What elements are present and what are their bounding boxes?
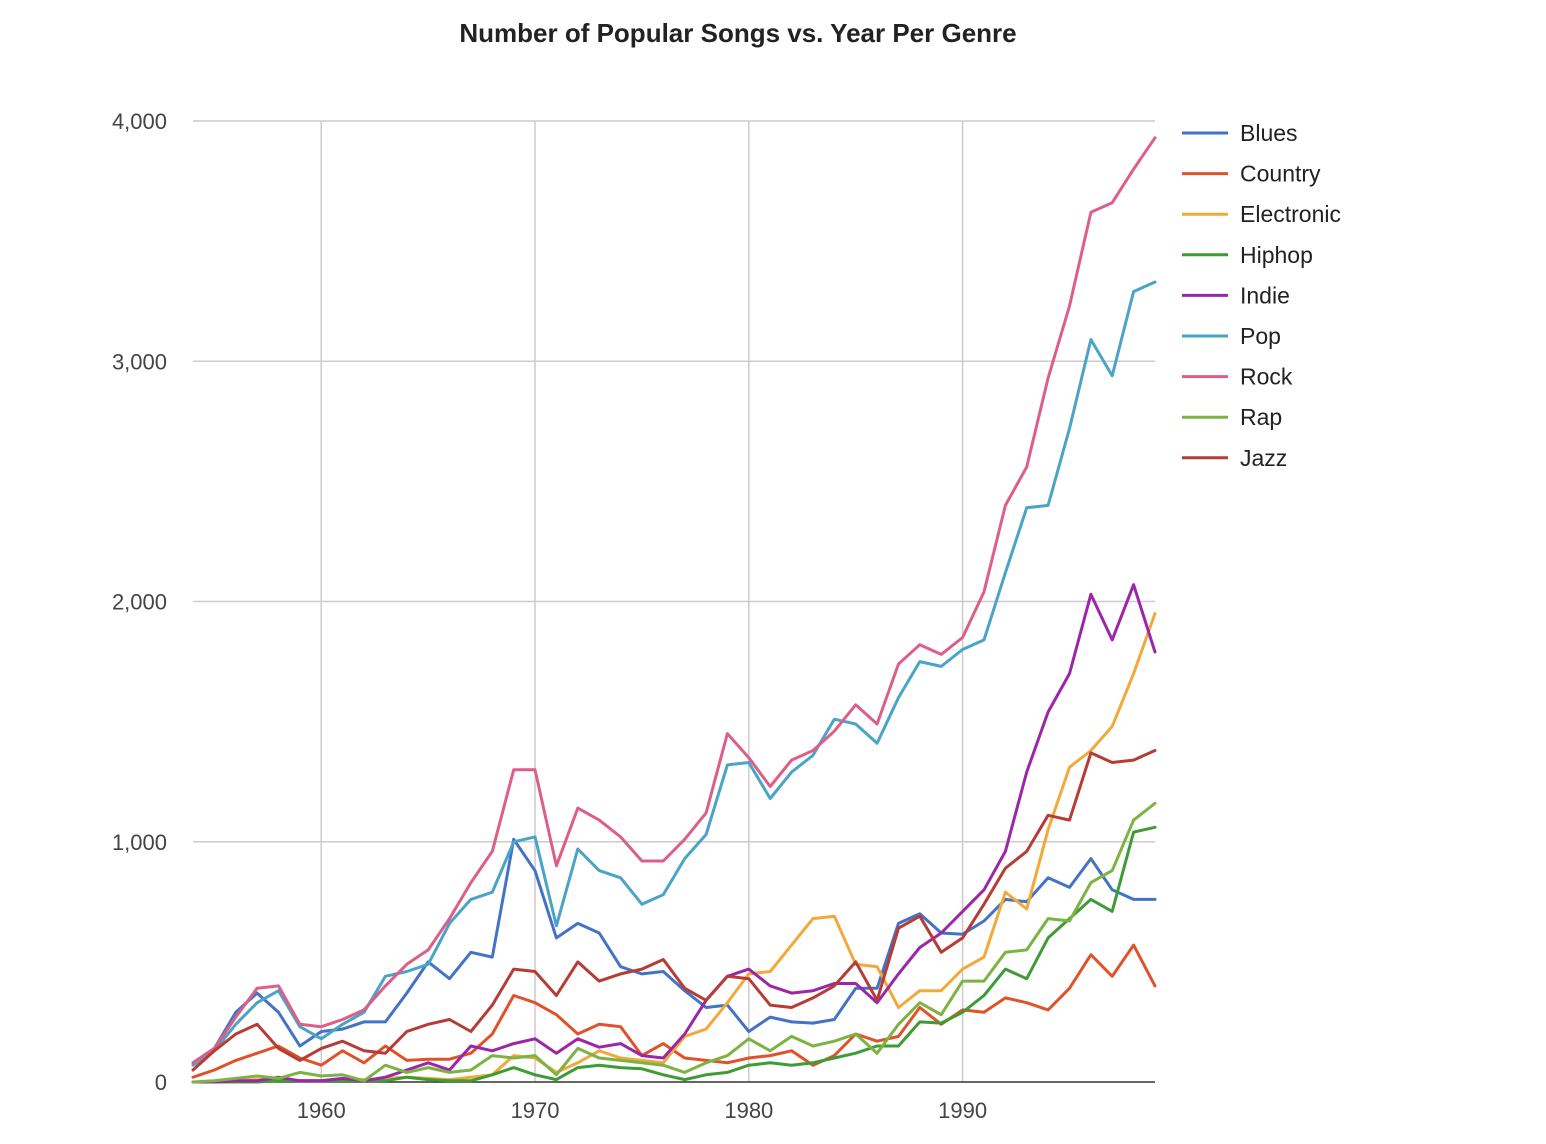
series-line-rock [191,136,1157,1065]
y-tick-label: 2,000 [112,590,167,615]
series-line-pop [191,280,1157,1067]
y-tick-label: 1,000 [112,830,167,855]
legend: Blues Country Electronic Hiphop Indie Pop Rock… [1182,120,1341,471]
legend-label: Pop [1240,323,1281,349]
legend-item-pop: Pop [1182,323,1281,349]
x-tick-label: 1960 [297,1098,346,1123]
series-line-blues [191,837,1157,1065]
legend-label: Rock [1240,364,1293,390]
gridlines [193,120,1155,1082]
legend-label: Hiphop [1240,242,1313,268]
legend-item-country: Country [1182,161,1321,187]
legend-label: Electronic [1240,201,1341,227]
series-line-jazz [191,749,1157,1072]
series-line-country [191,943,1157,1079]
legend-item-electronic: Electronic [1182,201,1341,227]
series-line-rap [191,801,1157,1084]
legend-item-rock: Rock [1182,364,1293,390]
series-line-indie [191,583,1157,1084]
legend-label: Blues [1240,120,1298,146]
chart-title: Number of Popular Songs vs. Year Per Gen… [459,18,1016,48]
series-line-electronic [191,612,1157,1084]
y-tick-label: 4,000 [112,109,167,134]
legend-item-hiphop: Hiphop [1182,242,1313,268]
legend-label: Jazz [1240,445,1287,471]
legend-item-indie: Indie [1182,282,1290,308]
y-tick-label: 0 [155,1070,167,1095]
legend-label: Rap [1240,404,1282,430]
legend-item-rap: Rap [1182,404,1282,430]
y-tick-label: 3,000 [112,349,167,374]
axes: 0 1,000 2,000 3,000 4,000 1960 1970 1980 1990 [112,109,1155,1123]
x-tick-label: 1980 [724,1098,773,1123]
series-lines [191,136,1157,1084]
legend-item-jazz: Jazz [1182,445,1287,471]
x-tick-label: 1990 [938,1098,987,1123]
legend-item-blues: Blues [1182,120,1298,146]
legend-label: Country [1240,161,1321,187]
x-tick-label: 1970 [511,1098,560,1123]
legend-label: Indie [1240,282,1290,308]
